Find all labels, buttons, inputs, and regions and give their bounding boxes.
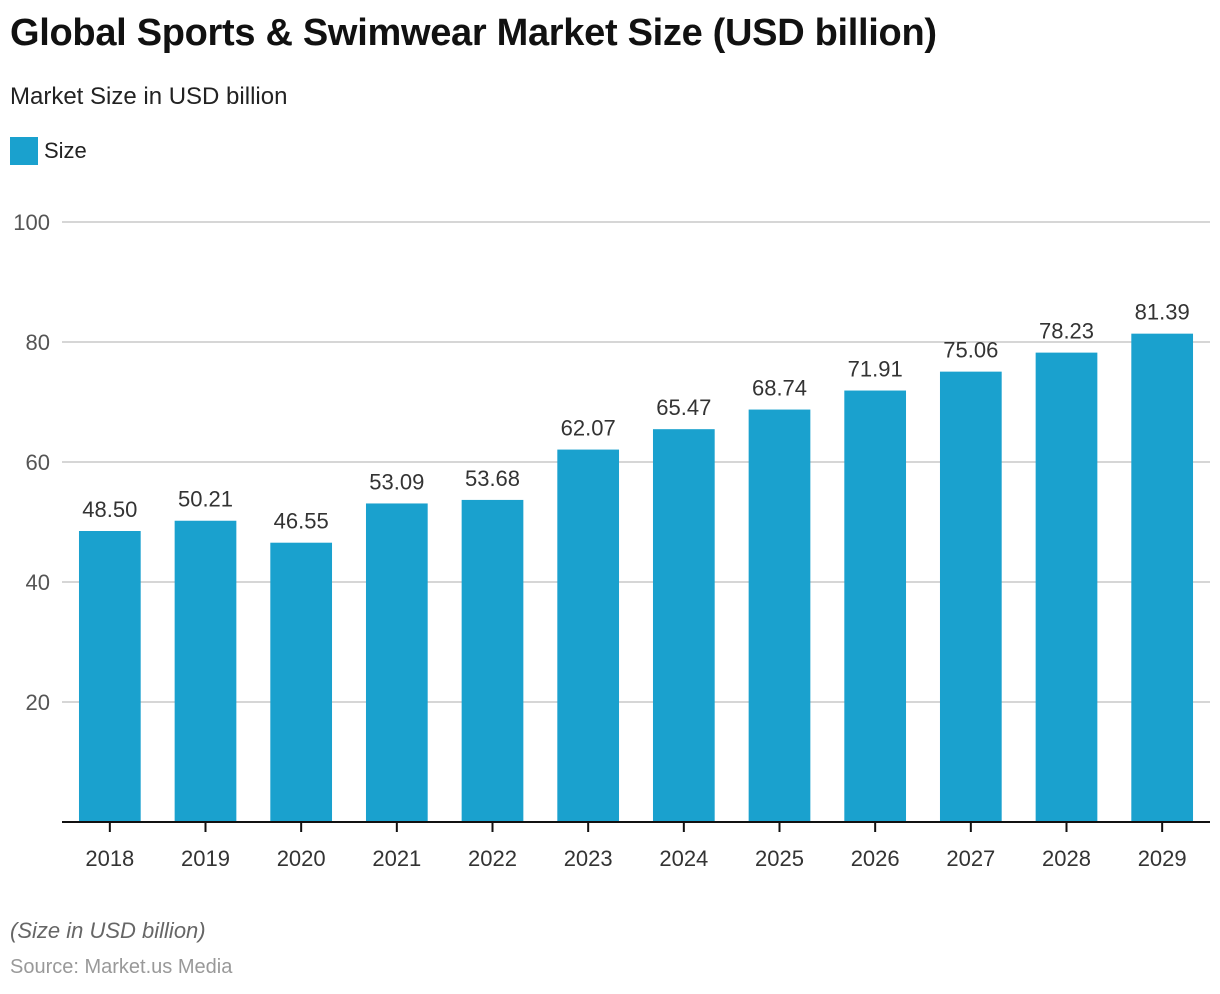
y-tick-label: 100 — [13, 210, 50, 235]
bar-2021 — [365, 503, 428, 822]
legend-label-size: Size — [44, 138, 87, 163]
bar-2028 — [1035, 352, 1098, 822]
x-tick-label: 2023 — [564, 846, 613, 871]
data-label: 71.91 — [848, 357, 903, 382]
chart-source: Source: Market.us Media — [10, 956, 233, 978]
bars — [78, 333, 1194, 822]
bar-2020 — [270, 542, 333, 822]
data-label: 46.55 — [274, 509, 329, 534]
data-label: 53.68 — [465, 466, 520, 491]
x-tick-label: 2028 — [1042, 846, 1091, 871]
data-label: 78.23 — [1039, 319, 1094, 344]
bar-2019 — [174, 520, 237, 822]
data-label: 81.39 — [1135, 300, 1190, 325]
bar-2018 — [78, 531, 141, 822]
x-tick-label: 2027 — [946, 846, 995, 871]
y-tick-label: 80 — [26, 330, 50, 355]
x-tick-label: 2020 — [277, 846, 326, 871]
y-tick-label: 20 — [26, 690, 50, 715]
data-label: 68.74 — [752, 376, 807, 401]
legend: Size — [10, 137, 87, 165]
data-label: 48.50 — [82, 497, 137, 522]
bar-2022 — [461, 499, 524, 822]
data-label: 65.47 — [656, 395, 711, 420]
legend-swatch-size — [10, 137, 38, 165]
bar-2026 — [844, 390, 907, 822]
y-tick-label: 40 — [26, 570, 50, 595]
bar-2025 — [748, 409, 811, 822]
y-axis-ticks: 20 40 60 80 100 — [13, 210, 50, 715]
data-labels: 48.50 50.21 46.55 53.09 53.68 62.07 65.47 68.74… — [82, 300, 1189, 534]
x-tick-label: 2024 — [659, 846, 708, 871]
x-tick-label: 2022 — [468, 846, 517, 871]
x-tick-label: 2019 — [181, 846, 230, 871]
x-tick-label: 2018 — [85, 846, 134, 871]
x-tick-label: 2029 — [1138, 846, 1187, 871]
chart-subtitle: Market Size in USD billion — [10, 83, 288, 110]
chart-note: (Size in USD billion) — [10, 918, 206, 943]
data-label: 75.06 — [943, 338, 998, 363]
x-tick-label: 2026 — [851, 846, 900, 871]
x-axis: 2018 2019 2020 2021 2022 2023 2024 2025 2026 2027… — [62, 821, 1210, 871]
bar-2023 — [557, 449, 620, 822]
y-tick-label: 60 — [26, 450, 50, 475]
bar-2029 — [1131, 333, 1194, 822]
bar-2027 — [939, 371, 1002, 822]
data-label: 62.07 — [561, 416, 616, 441]
x-tick-label: 2025 — [755, 846, 804, 871]
bar-2024 — [652, 429, 715, 822]
gridlines — [62, 221, 1210, 703]
data-label: 53.09 — [369, 469, 424, 494]
x-tick-label: 2021 — [372, 846, 421, 871]
chart-title: Global Sports & Swimwear Market Size (US… — [10, 12, 937, 54]
data-label: 50.21 — [178, 487, 233, 512]
